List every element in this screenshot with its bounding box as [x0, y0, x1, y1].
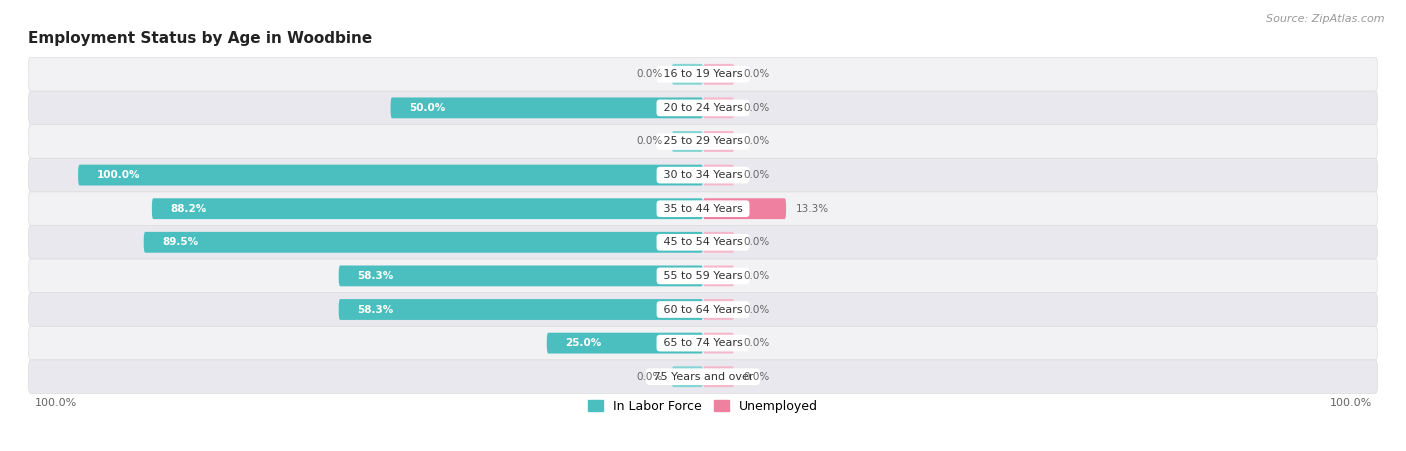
FancyBboxPatch shape [28, 124, 1378, 158]
FancyBboxPatch shape [703, 198, 786, 219]
FancyBboxPatch shape [28, 158, 1378, 192]
FancyBboxPatch shape [391, 97, 703, 118]
Text: 25.0%: 25.0% [565, 338, 602, 348]
FancyBboxPatch shape [28, 259, 1378, 293]
FancyBboxPatch shape [672, 131, 703, 152]
FancyBboxPatch shape [703, 131, 734, 152]
Text: 25 to 29 Years: 25 to 29 Years [659, 137, 747, 147]
FancyBboxPatch shape [703, 97, 734, 118]
Text: 0.0%: 0.0% [744, 237, 770, 247]
Text: 58.3%: 58.3% [357, 304, 394, 314]
Text: 100.0%: 100.0% [1330, 397, 1372, 408]
Text: 0.0%: 0.0% [744, 304, 770, 314]
FancyBboxPatch shape [703, 165, 734, 185]
FancyBboxPatch shape [703, 232, 734, 253]
FancyBboxPatch shape [28, 91, 1378, 124]
Text: 0.0%: 0.0% [636, 137, 662, 147]
FancyBboxPatch shape [143, 232, 703, 253]
Text: 50.0%: 50.0% [409, 103, 446, 113]
FancyBboxPatch shape [28, 57, 1378, 91]
FancyBboxPatch shape [672, 366, 703, 387]
Text: 75 Years and over: 75 Years and over [650, 372, 756, 382]
Text: 20 to 24 Years: 20 to 24 Years [659, 103, 747, 113]
Text: 0.0%: 0.0% [744, 338, 770, 348]
Text: 13.3%: 13.3% [796, 204, 828, 214]
FancyBboxPatch shape [672, 64, 703, 85]
Text: 0.0%: 0.0% [744, 372, 770, 382]
Text: 0.0%: 0.0% [744, 69, 770, 79]
Text: 0.0%: 0.0% [744, 271, 770, 281]
FancyBboxPatch shape [339, 266, 703, 286]
Text: 0.0%: 0.0% [744, 103, 770, 113]
FancyBboxPatch shape [703, 299, 734, 320]
FancyBboxPatch shape [152, 198, 703, 219]
Text: 100.0%: 100.0% [97, 170, 141, 180]
FancyBboxPatch shape [703, 64, 734, 85]
FancyBboxPatch shape [28, 192, 1378, 226]
FancyBboxPatch shape [339, 299, 703, 320]
FancyBboxPatch shape [703, 333, 734, 354]
FancyBboxPatch shape [28, 327, 1378, 360]
Text: 100.0%: 100.0% [34, 397, 76, 408]
Text: 55 to 59 Years: 55 to 59 Years [659, 271, 747, 281]
Text: 16 to 19 Years: 16 to 19 Years [659, 69, 747, 79]
Text: 30 to 34 Years: 30 to 34 Years [659, 170, 747, 180]
Legend: In Labor Force, Unemployed: In Labor Force, Unemployed [583, 395, 823, 418]
Text: 60 to 64 Years: 60 to 64 Years [659, 304, 747, 314]
Text: 35 to 44 Years: 35 to 44 Years [659, 204, 747, 214]
Text: 0.0%: 0.0% [744, 170, 770, 180]
Text: 0.0%: 0.0% [636, 69, 662, 79]
Text: 0.0%: 0.0% [744, 137, 770, 147]
FancyBboxPatch shape [28, 293, 1378, 327]
FancyBboxPatch shape [703, 366, 734, 387]
Text: 0.0%: 0.0% [636, 372, 662, 382]
Text: 45 to 54 Years: 45 to 54 Years [659, 237, 747, 247]
Text: 88.2%: 88.2% [170, 204, 207, 214]
Text: 89.5%: 89.5% [163, 237, 198, 247]
Text: 58.3%: 58.3% [357, 271, 394, 281]
Text: Source: ZipAtlas.com: Source: ZipAtlas.com [1267, 14, 1385, 23]
FancyBboxPatch shape [28, 360, 1378, 394]
Text: Employment Status by Age in Woodbine: Employment Status by Age in Woodbine [28, 31, 373, 46]
Text: 65 to 74 Years: 65 to 74 Years [659, 338, 747, 348]
FancyBboxPatch shape [28, 226, 1378, 259]
FancyBboxPatch shape [79, 165, 703, 185]
FancyBboxPatch shape [547, 333, 703, 354]
FancyBboxPatch shape [703, 266, 734, 286]
